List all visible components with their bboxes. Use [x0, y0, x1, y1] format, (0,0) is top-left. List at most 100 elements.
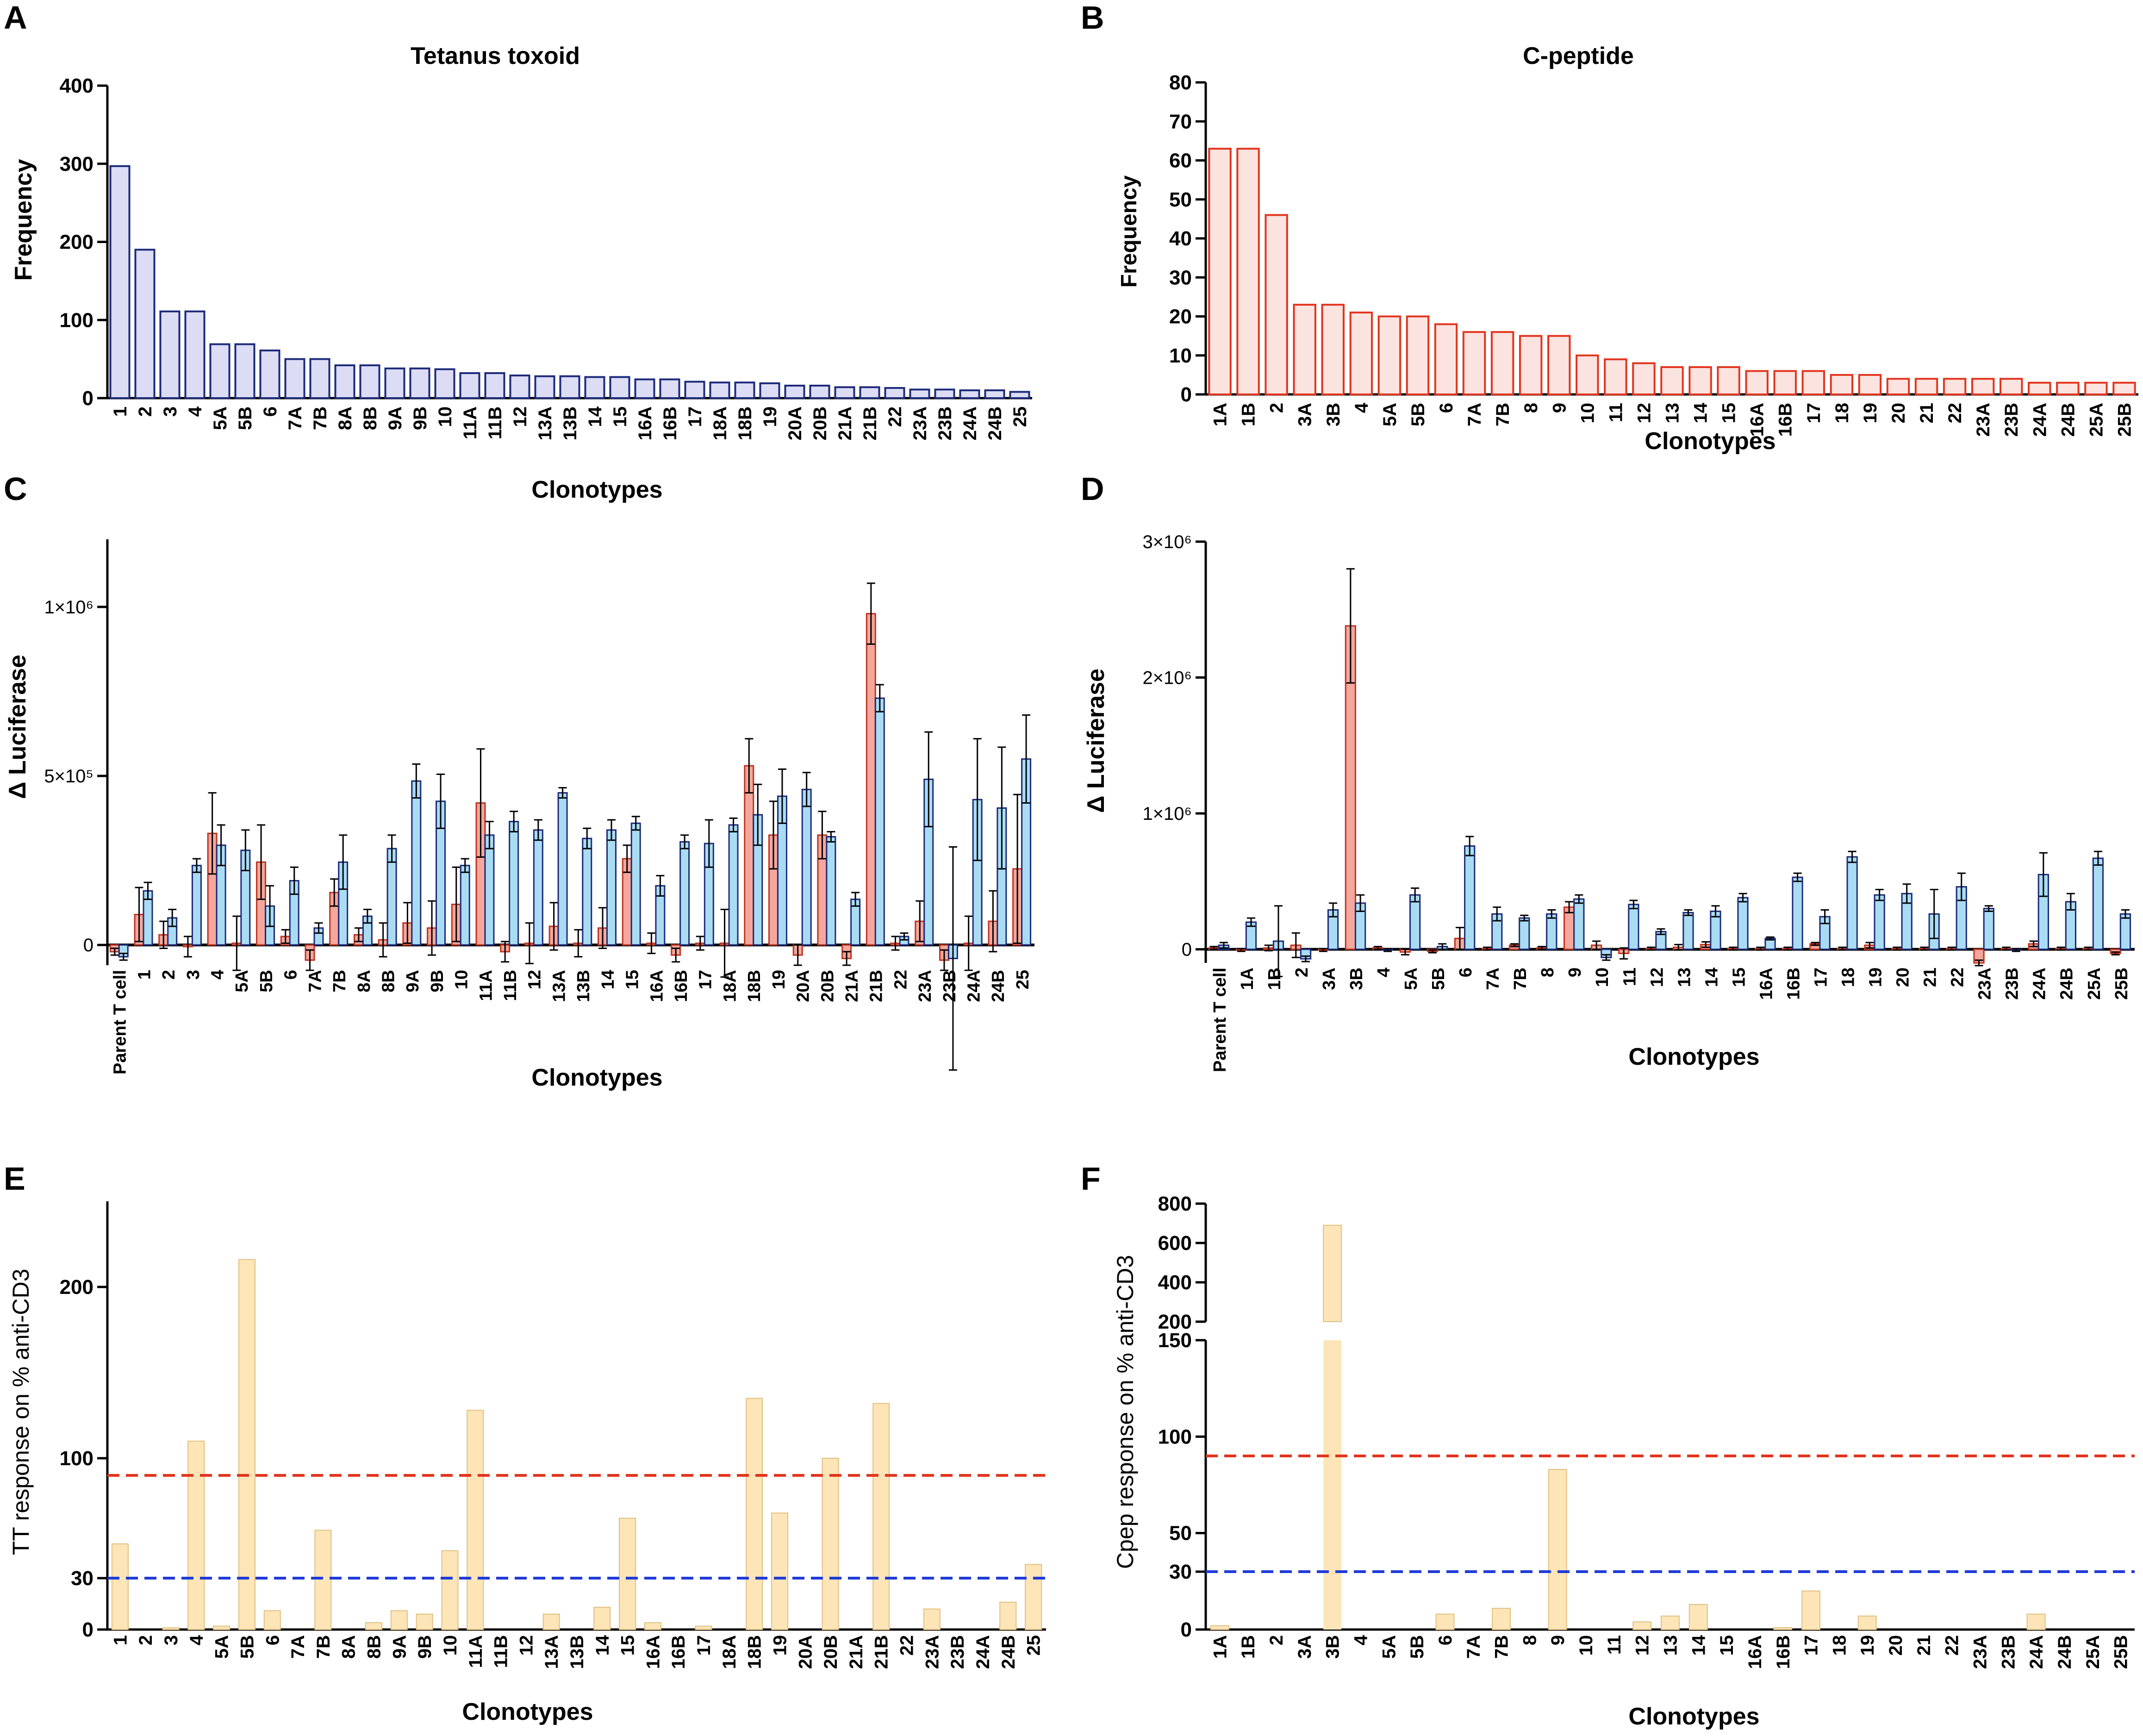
panel-d-x-tick-label-7b: 7B [1511, 968, 1530, 990]
panel-e-bar-9a [390, 1610, 408, 1630]
panel-a-x-tick-label-13b: 13B [560, 406, 580, 440]
panel-a-x-tick-label-2: 2 [135, 406, 156, 417]
panel-c-x-tick-label-17: 17 [696, 970, 716, 989]
panel-d-x-tick-label-3b: 3B [1347, 968, 1366, 990]
panel-e-x-tick-label-13b: 13B [567, 1635, 587, 1669]
panel-b-y-tick-label-40: 40 [1169, 227, 1192, 250]
panel-d-x-tick-label-8: 8 [1538, 968, 1557, 977]
panel-letter-c: C [4, 471, 27, 507]
panel-f-bar-16b [1773, 1627, 1793, 1630]
panel-e-x-tick-label-9a: 9A [389, 1635, 410, 1659]
panel-a-bar-11a [459, 372, 480, 399]
panel-d-chart: Clonotypes Δ Luciferase 0 1×10⁶ 2×10⁶ 3×10⁶… [1083, 532, 2135, 1072]
panel-c-x-tick-label-11b: 11B [501, 970, 520, 1001]
panel-f-x-tick-label-19: 19 [1857, 1635, 1878, 1656]
panel-b-x-tick-label-2: 2 [1267, 403, 1287, 413]
panel-a-bar-7a [284, 358, 305, 399]
panel-d-bar-blue-23a [1983, 908, 1994, 950]
panel-d-x-tick-label-21: 21 [1921, 968, 1940, 987]
panel-e-x-tick-label-2: 2 [136, 1635, 156, 1645]
panel-e-x-tick-label-24b: 24B [998, 1635, 1019, 1669]
panel-c-x-tick-label-9a: 9A [403, 970, 423, 993]
panel-f-bar-1a [1210, 1625, 1229, 1630]
panel-c-bar-blue-14 [606, 829, 617, 946]
panel-a-x-tick-label-21a: 21A [835, 406, 855, 440]
panel-f-bar-12 [1632, 1621, 1652, 1630]
panel-c-y-tick-label-1: 5×10⁵ [44, 766, 93, 787]
panel-c-bar-blue-20a [801, 788, 812, 946]
panel-letter-b: B [1081, 0, 1104, 36]
panel-e-bar-15 [619, 1517, 636, 1630]
panel-a-x-tick-label-4: 4 [185, 406, 206, 417]
panel-c-x-tick-label-20a: 20A [794, 970, 813, 1002]
panel-e-x-tick-label-16a: 16A [643, 1635, 663, 1669]
panel-f-y-tick-label-200: 200 [1158, 1311, 1192, 1333]
panel-c-x-tick-label-parent-t-cell: Parent T cell [111, 970, 130, 1074]
panel-b-x-tick-label-5b: 5B [1408, 403, 1428, 426]
panel-d-x-tick-label-24b: 24B [2057, 968, 2077, 1000]
panel-a-x-tick-label-11a: 11A [460, 406, 480, 439]
panel-f-chart: Clonotypes Cpep response on % anti-CD3 0… [1112, 1193, 2135, 1730]
panel-c-xlabel: Clonotypes [531, 1064, 662, 1091]
panel-b-bar-7a [1462, 331, 1486, 396]
panel-e-bar-11a [467, 1410, 484, 1630]
panel-f-x-tick-label-13: 13 [1661, 1635, 1681, 1656]
panel-f-bar-17 [1801, 1590, 1821, 1630]
panel-d-x-tick-label-10: 10 [1593, 968, 1612, 987]
panel-b-x-tick-label-16a: 16A [1747, 403, 1768, 437]
panel-b-bar-9 [1547, 335, 1571, 395]
panel-a-bar-13b [559, 375, 580, 399]
panel-d-bar-blue-8 [1546, 913, 1557, 950]
panel-e-chart: Clonotypes TT response on % anti-CD3 0 30… [8, 1201, 1046, 1725]
panel-e-bar-1 [111, 1543, 129, 1630]
panel-a-bar-5b [234, 343, 255, 399]
panel-b-bar-2 [1265, 214, 1288, 395]
panel-e-bar-5b [238, 1259, 255, 1630]
panel-c-x-tick-label-1: 1 [135, 970, 154, 980]
panel-e-x-tick-label-18a: 18A [719, 1635, 740, 1669]
panel-b-bar-1a [1208, 148, 1232, 396]
panel-f-x-tick-label-6: 6 [1435, 1635, 1456, 1645]
panel-c-bar-blue-21b [874, 697, 885, 946]
panel-e-x-tick-label-7a: 7A [288, 1635, 308, 1659]
panel-a-x-tick-label-10: 10 [435, 406, 455, 427]
panel-b-bar-3b [1321, 304, 1345, 395]
panel-e-x-tick-label-15: 15 [618, 1635, 638, 1656]
panel-e-bar-25 [1025, 1564, 1042, 1630]
panel-f-x-tick-label-24a: 24A [2026, 1635, 2047, 1669]
panel-e-x-tick-label-12: 12 [516, 1635, 536, 1656]
panel-c-bar-blue-13b [582, 837, 592, 946]
panel-b-x-tick-label-17: 17 [1804, 403, 1824, 424]
panel-d-x-tick-label-2: 2 [1292, 968, 1312, 977]
panel-a-ylabel: Frequency [10, 159, 37, 281]
panel-b-bar-22 [1943, 378, 1967, 395]
panel-a-title: Tetanus toxoid [411, 43, 580, 69]
panel-f-y-tick-label-600: 600 [1158, 1232, 1192, 1255]
panel-a-bar-9b [409, 367, 430, 399]
panel-a-bar-22 [884, 387, 905, 399]
panel-e-bar-6 [263, 1610, 281, 1630]
panel-a-x-tick-label-19: 19 [760, 406, 780, 427]
panel-f-x-tick-label-18: 18 [1829, 1635, 1850, 1656]
panel-c-x-tick-label-24a: 24A [965, 970, 984, 1002]
panel-e-bar-3 [162, 1627, 180, 1630]
panel-f-x-tick-label-23a: 23A [1970, 1635, 1991, 1669]
panel-e-y-tick-label-100: 100 [60, 1447, 93, 1470]
panel-b-bar-24b [2056, 381, 2080, 395]
panel-b-xlabel: Clonotypes [1645, 428, 1775, 455]
panel-a-x-tick-label-25: 25 [1010, 406, 1030, 427]
panel-f-bar-9 [1548, 1469, 1567, 1630]
panel-a-xlabel: Clonotypes [531, 476, 662, 503]
panel-c-x-tick-label-20b: 20B [818, 970, 837, 1002]
panel-e-x-tick-label-9b: 9B [415, 1635, 435, 1659]
panel-a-bar-8b [359, 364, 380, 399]
panel-c-x-tick-label-25: 25 [1013, 970, 1033, 989]
panel-c-x-tick-label-12: 12 [525, 970, 545, 989]
panel-e-x-tick-label-23b: 23B [947, 1635, 968, 1669]
panel-a-x-tick-label-14: 14 [585, 406, 605, 427]
panel-d-x-tick-label-20: 20 [1894, 968, 1913, 987]
panel-b-x-tick-label-3a: 3A [1295, 403, 1315, 426]
panel-e-x-tick-label-25: 25 [1024, 1635, 1044, 1656]
panel-d-ylabel: Δ Luciferase [1083, 668, 1109, 813]
panel-b-bar-1b [1236, 148, 1260, 396]
